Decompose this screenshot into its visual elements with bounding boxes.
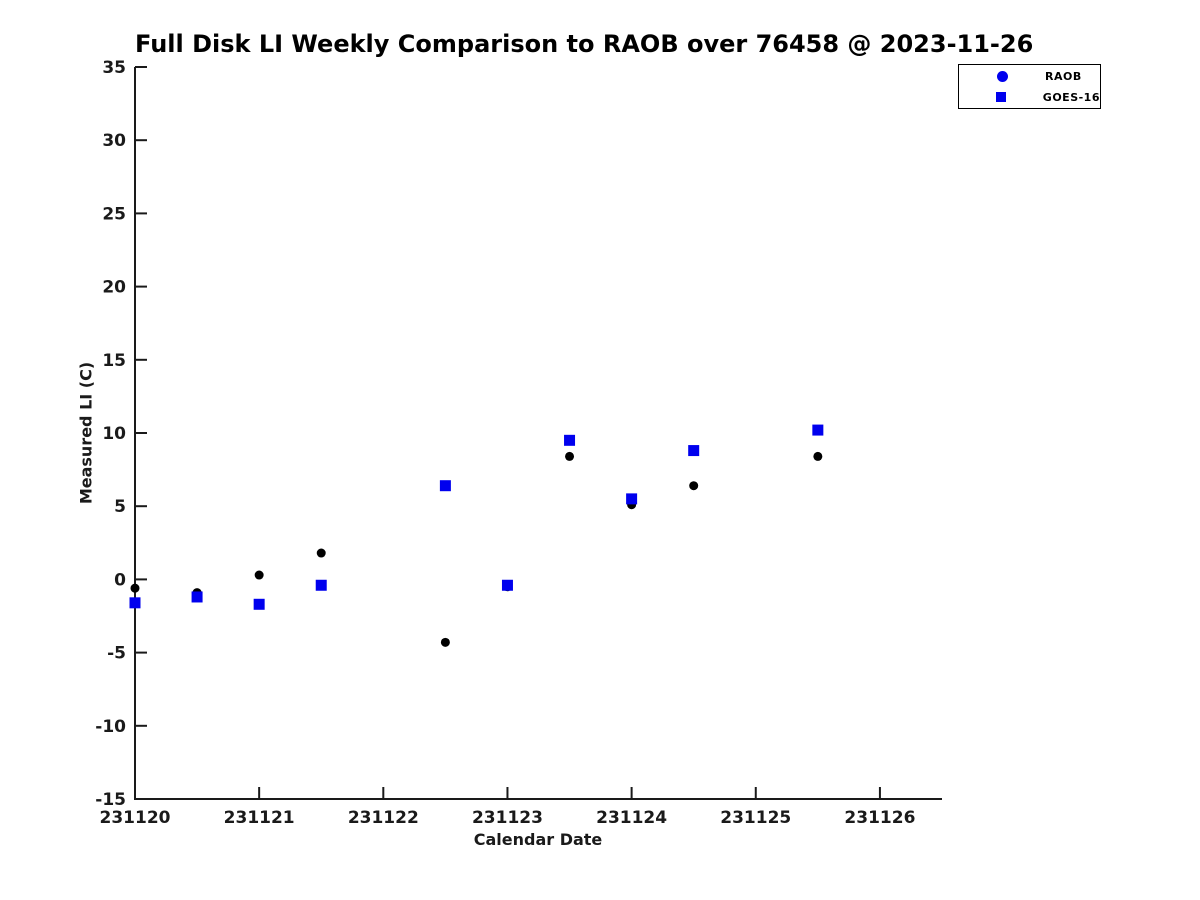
raob-circle-marker-icon (996, 70, 1008, 82)
legend-label-raob: RAOB (1045, 69, 1082, 83)
y-tick-label: 30 (102, 131, 126, 151)
y-tick-label: 35 (102, 58, 126, 78)
data-point-raob (813, 451, 823, 461)
data-point-goes-16 (191, 591, 203, 603)
y-tick-label: 15 (102, 351, 126, 371)
x-tick-label: 231123 (472, 808, 543, 828)
data-point-goes-16 (253, 598, 265, 610)
data-point-raob (565, 451, 575, 461)
x-tick-label: 231126 (844, 808, 915, 828)
data-point-goes-16 (315, 579, 327, 591)
data-point-goes-16 (501, 579, 513, 591)
x-tick-label: 231124 (596, 808, 667, 828)
data-point-goes-16 (439, 480, 451, 492)
y-tick-label: -10 (95, 717, 126, 737)
x-tick-label: 231122 (348, 808, 419, 828)
legend: RAOB GOES-16 (958, 64, 1101, 109)
data-point-raob (316, 548, 326, 558)
legend-item-raob: RAOB (959, 67, 1100, 85)
y-tick-label: 10 (102, 424, 126, 444)
legend-item-goes16: GOES-16 (959, 88, 1100, 106)
data-point-raob (440, 637, 450, 647)
goes16-square-marker-icon (995, 92, 1006, 102)
data-point-raob (130, 583, 140, 593)
data-point-raob (689, 481, 699, 491)
data-point-raob (254, 570, 264, 580)
y-axis-label: Measured LI (C) (76, 361, 96, 505)
data-point-goes-16 (688, 445, 700, 457)
data-point-goes-16 (626, 493, 638, 505)
y-tick-label: 5 (114, 497, 126, 517)
legend-label-goes16: GOES-16 (1042, 90, 1100, 104)
data-point-goes-16 (812, 424, 824, 436)
y-tick-label: 25 (102, 204, 126, 224)
data-point-goes-16 (564, 434, 576, 446)
y-tick-label: 20 (102, 278, 126, 298)
y-tick-label: 0 (114, 570, 126, 590)
data-point-goes-16 (129, 597, 141, 609)
x-tick-label: 231121 (224, 808, 295, 828)
x-tick-label: 231125 (720, 808, 791, 828)
y-tick-label: -5 (107, 644, 126, 664)
y-tick-label: -15 (95, 790, 126, 810)
x-tick-label: 231120 (100, 808, 171, 828)
x-axis-label: Calendar Date (473, 830, 603, 849)
chart-title: Full Disk LI Weekly Comparison to RAOB o… (135, 30, 1034, 58)
